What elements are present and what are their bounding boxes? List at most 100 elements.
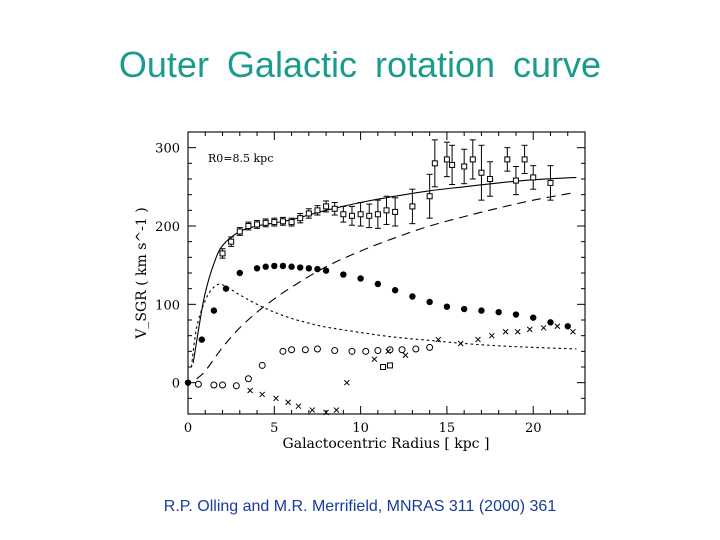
disk-point (288, 263, 295, 270)
observed-point (374, 211, 381, 218)
gas-cross-point (285, 399, 291, 406)
observed-point (530, 174, 537, 181)
disk-point (322, 267, 330, 274)
disk-point (236, 269, 243, 277)
halo-model-line (196, 191, 577, 380)
y-axis-title: V_SGR ( km s^-1 ) (134, 207, 150, 339)
disk-point (409, 293, 416, 300)
observed-point (357, 211, 364, 218)
gas-cross-point (570, 328, 576, 335)
gas-open-point (194, 380, 202, 388)
gas-cross-point (371, 356, 378, 363)
x-tick-label: 5 (270, 421, 278, 436)
observed-point (461, 163, 468, 170)
disk-point (478, 307, 485, 314)
disk-point (547, 319, 554, 326)
gas-cross-point (273, 395, 279, 402)
small-square-point (386, 362, 393, 369)
x-axis-title: Galactocentric Radius [ kpc ] (283, 436, 490, 452)
y-tick-label: 200 (155, 220, 180, 235)
gas-cross-point (526, 326, 533, 333)
observed-point (431, 160, 438, 167)
disk-point (340, 271, 347, 278)
gas-cross-point (259, 391, 266, 398)
gas-cross-point (488, 332, 495, 339)
disk-point (296, 264, 304, 271)
observed-point (383, 207, 390, 214)
r0-annotation: R0=8.5 kpc (208, 152, 273, 165)
x-tick-label: 10 (352, 421, 369, 436)
observed-point (219, 250, 226, 257)
observed-point (409, 203, 416, 210)
disk-point (222, 285, 230, 292)
gas-cross-point (402, 352, 409, 359)
gas-open-point (219, 381, 227, 389)
observed-point (323, 203, 330, 210)
disk-point (443, 303, 451, 310)
observed-point (366, 212, 373, 219)
disk-point (184, 379, 192, 386)
gas-cross-point (514, 328, 521, 335)
disk-point (460, 305, 468, 313)
disk-point (210, 307, 218, 314)
disk-point (253, 265, 261, 272)
disk-point (426, 298, 433, 306)
x-tick-label: 20 (525, 421, 542, 436)
gas-open-point (412, 345, 420, 353)
gas-cross-point (540, 324, 547, 331)
small-square-point (380, 364, 387, 370)
disk-point (279, 262, 287, 270)
gas-open-point (279, 347, 287, 355)
gas-open-point (232, 382, 240, 390)
data-markers (184, 139, 576, 416)
observed-point (443, 156, 450, 163)
gas-open-point (426, 343, 434, 351)
observed-point (340, 211, 347, 218)
gas-open-point (244, 375, 252, 383)
y-tick-label: 0 (172, 377, 180, 392)
observed-point (305, 210, 312, 217)
citation: R.P. Olling and M.R. Merrifield, MNRAS 3… (163, 498, 557, 515)
observed-point (504, 156, 511, 163)
observed-point (348, 212, 355, 219)
total-model-line (192, 176, 577, 364)
gas-cross-point (295, 403, 302, 410)
disk-point (262, 263, 269, 270)
observed-point (449, 161, 456, 168)
gas-open-point (313, 345, 321, 353)
gas-cross-point (385, 348, 392, 355)
gas-open-point (348, 347, 356, 355)
rotation-curve-chart: 0 5 10 15 20 0 100 200 300 R0=8.5 kpc Galactocen… (130, 128, 600, 468)
gas-cross-point (554, 323, 561, 330)
observed-point (314, 207, 321, 214)
x-tick-label: 15 (439, 421, 456, 436)
observed-point (262, 219, 269, 226)
observed-point (228, 238, 235, 245)
gas-open-point (258, 361, 266, 369)
disk-point (271, 262, 278, 270)
gas-cross-point (435, 336, 442, 343)
observed-point (487, 176, 494, 182)
gas-cross-point (247, 387, 253, 394)
observed-point (236, 228, 243, 235)
gas-open-point (301, 346, 309, 354)
gas-cross-point (343, 379, 350, 386)
gas-cross-point (309, 407, 316, 413)
observed-point (297, 215, 304, 222)
disk-point (374, 280, 382, 288)
disk-point (391, 287, 399, 294)
gas-cross-point (333, 407, 340, 413)
disk-point (564, 323, 571, 330)
gas-cross-point (323, 409, 329, 416)
disk-point (512, 311, 520, 318)
observed-point (331, 205, 338, 212)
disk-point (198, 336, 206, 343)
observed-point (254, 221, 261, 228)
gas-open-point (362, 347, 370, 355)
disk-point (305, 265, 313, 272)
x-tick-label: 0 (184, 421, 192, 436)
observed-point (512, 177, 519, 184)
observed-point (469, 156, 476, 163)
bulge-model-line (190, 283, 577, 368)
